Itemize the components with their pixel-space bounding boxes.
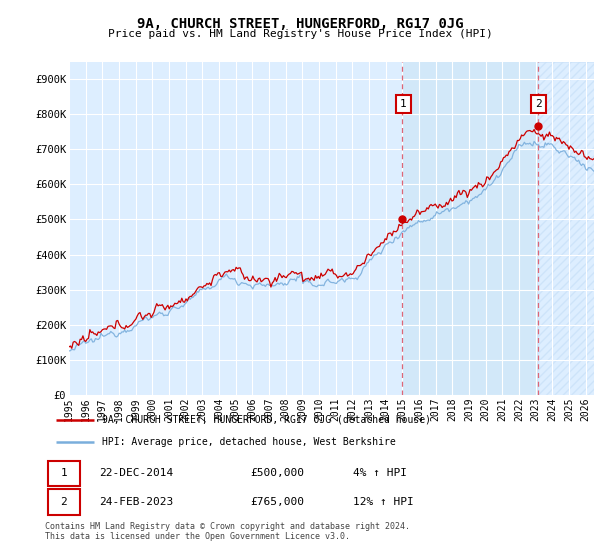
FancyBboxPatch shape [48,461,80,486]
Text: £765,000: £765,000 [250,497,304,507]
Text: 2: 2 [535,99,542,109]
Text: 12% ↑ HPI: 12% ↑ HPI [353,497,413,507]
Text: 24-FEB-2023: 24-FEB-2023 [99,497,173,507]
Text: 1: 1 [61,468,67,478]
Text: 4% ↑ HPI: 4% ↑ HPI [353,468,407,478]
Text: £500,000: £500,000 [250,468,304,478]
Text: 9A, CHURCH STREET, HUNGERFORD, RG17 0JG: 9A, CHURCH STREET, HUNGERFORD, RG17 0JG [137,17,463,31]
Bar [403,62,538,395]
Text: Price paid vs. HM Land Registry's House Price Index (HPI): Price paid vs. HM Land Registry's House … [107,29,493,39]
Text: 2: 2 [61,497,67,507]
Text: Contains HM Land Registry data © Crown copyright and database right 2024.
This d: Contains HM Land Registry data © Crown c… [45,522,410,542]
FancyBboxPatch shape [48,489,80,515]
Bar [538,62,594,395]
Text: 9A, CHURCH STREET, HUNGERFORD, RG17 0JG (detached house): 9A, CHURCH STREET, HUNGERFORD, RG17 0JG … [101,415,431,425]
Text: 22-DEC-2014: 22-DEC-2014 [99,468,173,478]
Text: 1: 1 [400,99,407,109]
Text: HPI: Average price, detached house, West Berkshire: HPI: Average price, detached house, West… [101,437,395,447]
